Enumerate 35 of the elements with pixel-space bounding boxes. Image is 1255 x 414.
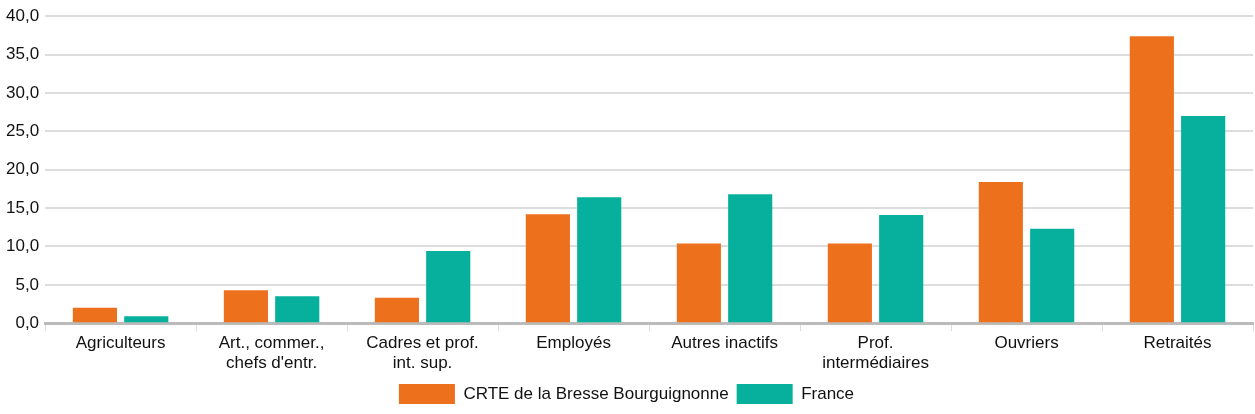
y-tick-label: 20,0 [5,159,40,179]
bar [577,197,622,323]
x-tick-label: Cadres et prof. int. sup. [366,333,479,373]
y-tick-label: 10,0 [5,236,40,256]
bar [223,290,268,323]
y-tick-label: 15,0 [5,197,40,217]
x-tick-label: Retraités [1143,333,1212,353]
bar [525,214,570,323]
bar [426,251,471,323]
y-tick-label: 35,0 [5,44,40,64]
bar [275,296,320,323]
legend-label: France [801,383,855,403]
bar [1129,36,1174,323]
x-tick-label: Autres inactifs [671,333,778,353]
y-tick-label: 30,0 [5,82,40,102]
bar [827,243,872,323]
bar [72,307,117,323]
bar [1030,228,1075,323]
x-tick-label: Ouvriers [994,333,1059,353]
bar [728,194,773,323]
bar [978,181,1023,323]
x-tick-label: Art., commer., chefs d'entr. [218,333,325,373]
bar [374,297,419,323]
y-tick-label: 0,0 [15,312,40,332]
bar [1181,115,1226,323]
bar [879,214,924,323]
legend-label: CRTE de la Bresse Bourguignonne [463,383,729,403]
y-tick-label: 40,0 [5,5,40,25]
x-tick-label: Prof. intermédiaires [822,333,929,373]
bar [676,243,721,323]
bar [124,316,169,323]
y-tick-label: 25,0 [5,121,40,141]
x-tick-label: Agriculteurs [75,333,166,353]
y-tick-label: 5,0 [15,274,40,294]
x-tick-label: Employés [536,333,611,353]
